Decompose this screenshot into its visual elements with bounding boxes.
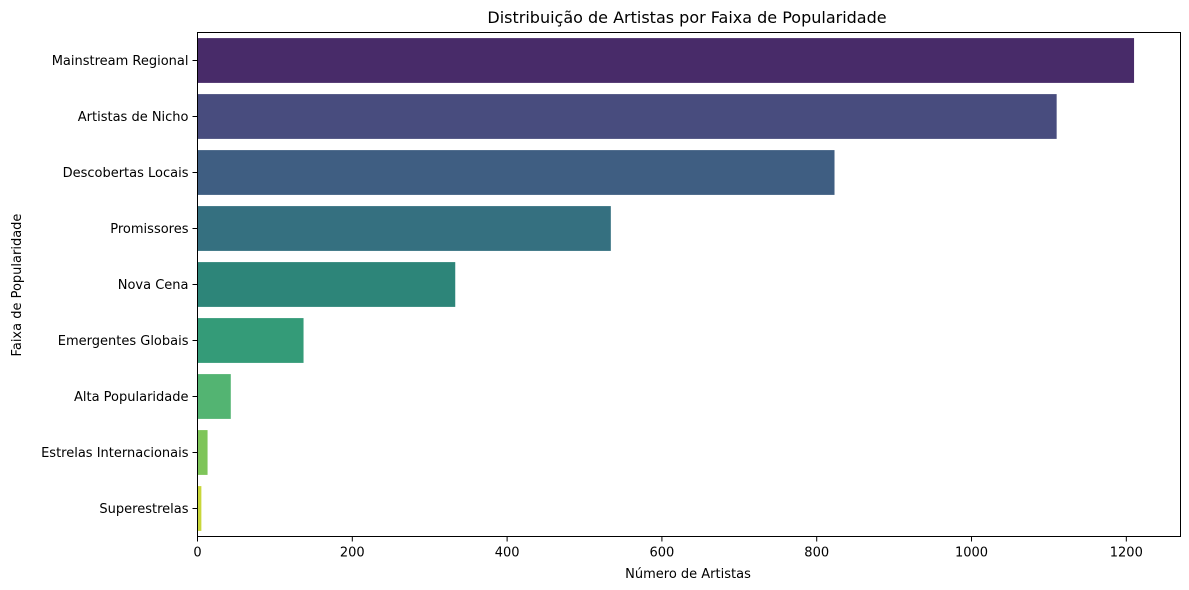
y-tick-label: Alta Popularidade <box>74 390 189 405</box>
x-tick-label: 400 <box>495 546 520 561</box>
y-axis-ticks: Mainstream Regional Artistas de Nicho Desc… <box>41 54 198 517</box>
x-tick-label: 1000 <box>955 546 988 561</box>
bar-emergentes-globais <box>197 318 304 363</box>
y-tick-label: Promissores <box>110 222 188 237</box>
y-axis-label: Faixa de Popularidade <box>10 214 25 357</box>
bar-nova-cena <box>197 262 456 307</box>
plot-frame <box>197 32 1181 537</box>
bar-descobertas-locais <box>197 150 835 195</box>
bar-mainstream-regional <box>197 38 1135 83</box>
x-axis-label: Número de Artistas <box>625 567 751 582</box>
x-tick-label: 600 <box>649 546 674 561</box>
x-tick-label: 800 <box>804 546 829 561</box>
bar-estrelas-internacionais <box>197 430 208 475</box>
x-tick-label: 1200 <box>1110 546 1143 561</box>
y-tick-label: Descobertas Locais <box>63 166 189 181</box>
y-tick-label: Superestrelas <box>99 502 188 517</box>
x-tick-label: 200 <box>340 546 365 561</box>
y-tick-label: Nova Cena <box>118 278 189 293</box>
bar-artistas-de-nicho <box>197 94 1057 139</box>
x-tick-label: 0 <box>193 546 201 561</box>
bar-alta-popularidade <box>197 374 231 419</box>
x-axis-ticks: 0 200 400 600 800 1000 1200 <box>193 536 1143 561</box>
bars-group <box>197 38 1135 531</box>
chart-title: Distribuição de Artistas por Faixa de Po… <box>487 8 886 27</box>
y-tick-label: Artistas de Nicho <box>78 110 189 125</box>
bar-promissores <box>197 206 611 251</box>
y-tick-label: Mainstream Regional <box>52 54 189 69</box>
bar-superestrelas <box>197 486 202 531</box>
y-tick-label: Emergentes Globais <box>58 334 189 349</box>
y-tick-label: Estrelas Internacionais <box>41 446 189 461</box>
